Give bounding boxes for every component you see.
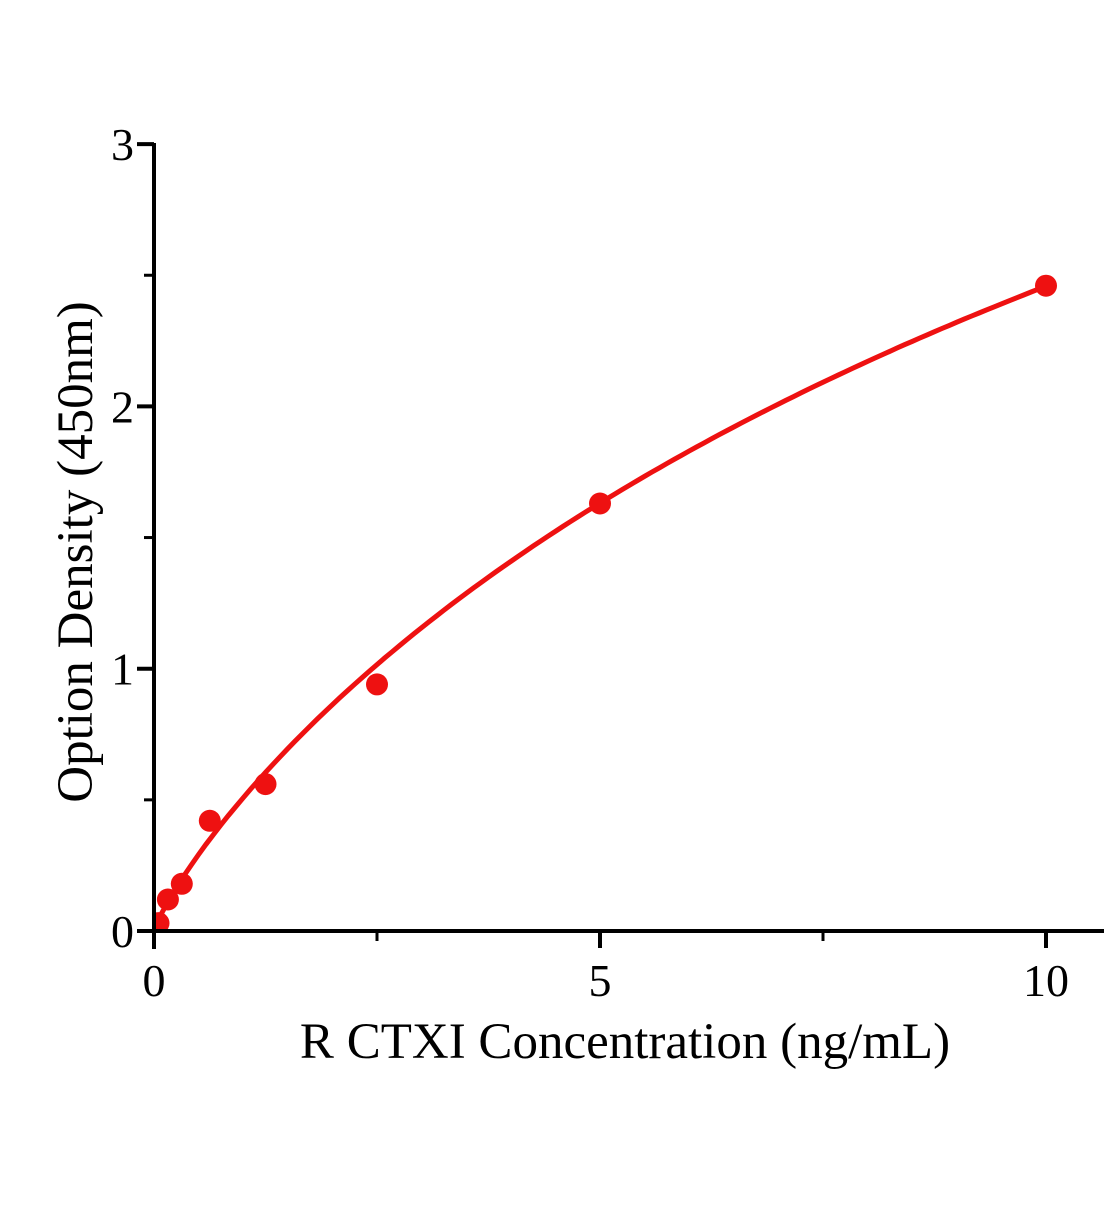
y-axis-tick-label: 0 [111,906,134,957]
x-axis-tick-label: 0 [143,955,166,1006]
y-axis-title: Option Density (450nm) [48,301,104,803]
x-axis-title: R CTXI Concentration (ng/mL) [299,1014,951,1070]
chart-canvas: 0 5 10 0 1 2 3 [111,119,1104,1006]
data-point-marker [1035,274,1057,297]
elisa-standard-curve-chart: 0 5 10 0 1 2 3 R CTXI Concentration (ng/mL) Op… [40,16,1104,1216]
x-axis-tick-label: 10 [1023,955,1069,1006]
series-group [156,274,1057,929]
data-point-marker [198,809,221,832]
fit-curve-line [156,283,1049,929]
data-point-marker [589,492,611,515]
y-axis-tick-label: 2 [111,381,134,432]
x-axis-tick-label: 5 [589,955,612,1006]
data-point-marker [170,872,193,895]
data-point-marker [156,888,179,911]
y-axis-tick-label: 1 [111,644,134,695]
data-point-marker [254,773,277,796]
data-point-marker [366,673,388,696]
data-point-marker [156,912,170,929]
y-axis-tick-label: 3 [111,119,134,170]
